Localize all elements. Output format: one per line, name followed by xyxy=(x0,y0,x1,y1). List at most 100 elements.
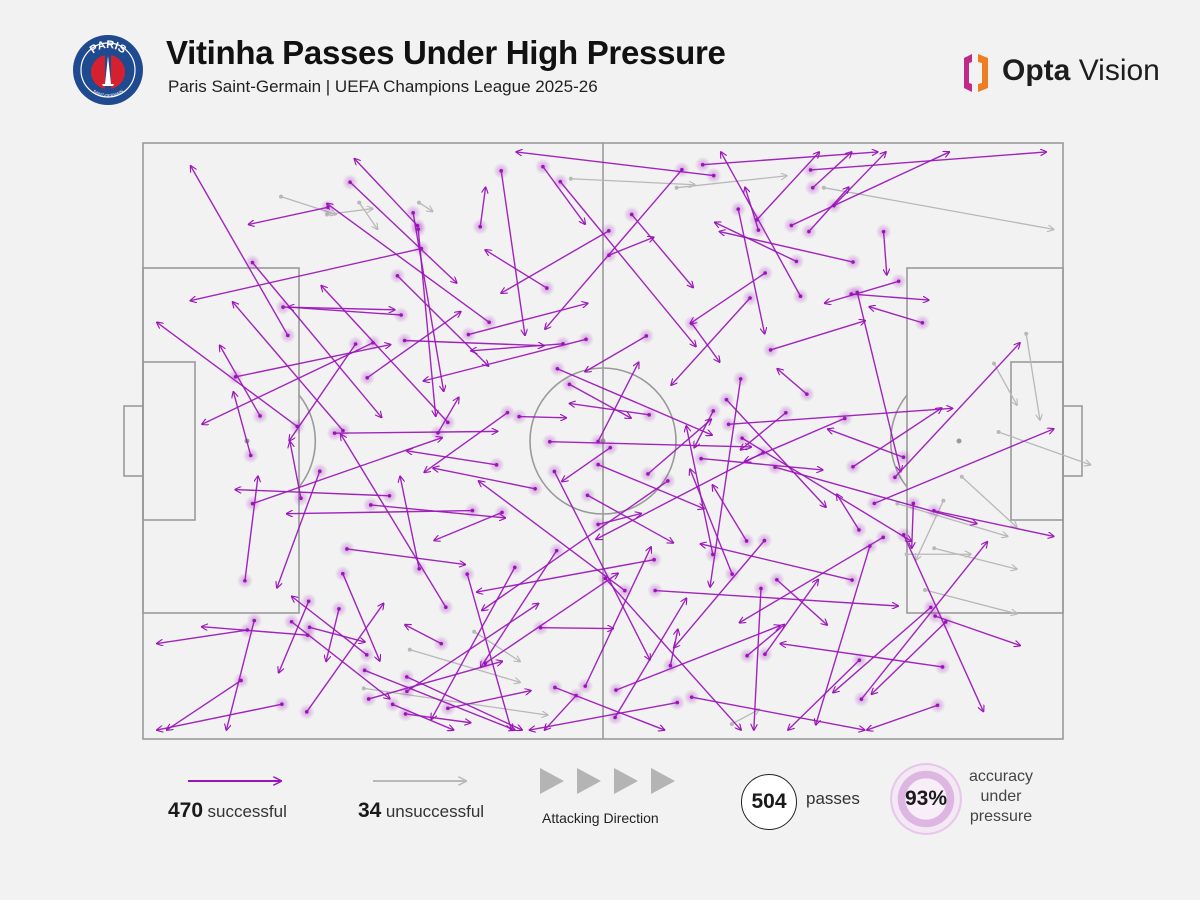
successful-pass-origin xyxy=(416,227,421,232)
successful-pass-origin xyxy=(533,486,537,491)
successful-pass-origin xyxy=(675,700,680,705)
successful-pass-origin xyxy=(647,413,651,417)
successful-pass-origin xyxy=(552,469,557,474)
eiffel-tower-icon xyxy=(102,56,114,86)
successful-pass-origin xyxy=(711,552,715,557)
successful-pass-arrow xyxy=(631,214,694,287)
successful-pass-arrow xyxy=(433,468,536,490)
successful-pass-arrow xyxy=(291,621,390,699)
successful-pass-arrow xyxy=(691,696,865,730)
successful-pass-origin xyxy=(281,305,285,309)
unsuccessful-pass-arrow xyxy=(570,178,695,185)
successful-pass-origin xyxy=(538,625,543,630)
unsuccessful-pass-arrow xyxy=(961,476,1017,528)
successful-pass-origin xyxy=(465,572,470,576)
unsuccessful-pass-origin xyxy=(1024,331,1029,336)
successful-pass-arrow xyxy=(406,676,522,730)
successful-pass-arrow xyxy=(501,230,610,293)
successful-pass-arrow xyxy=(933,510,1054,537)
direction-triangle-icon xyxy=(577,768,601,794)
successful-label: successful xyxy=(207,802,287,821)
unsuccessful-pass-origin xyxy=(407,647,412,652)
successful-pass-origin xyxy=(371,340,375,345)
chart-subtitle: Paris Saint-Germain | UEFA Champions Lea… xyxy=(168,77,598,96)
successful-pass-origin xyxy=(666,479,670,483)
successful-pass-arrow xyxy=(669,629,677,666)
successful-pass-arrow xyxy=(754,588,762,730)
successful-pass-arrow xyxy=(406,604,539,692)
unsuccessful-pass-arrow xyxy=(934,547,1017,569)
successful-pass-arrow xyxy=(478,481,626,592)
unsuccessful-pass-origin xyxy=(568,176,573,181)
successful-pass-arrow xyxy=(157,322,298,427)
successful-pass-arrow xyxy=(871,621,947,694)
successful-pass-origin xyxy=(763,652,767,656)
successful-pass-origin xyxy=(446,706,450,711)
successful-pass-arrow xyxy=(833,606,932,692)
successful-pass-origin xyxy=(446,420,450,425)
successful-pass-arrow xyxy=(884,231,887,275)
successful-pass-origin xyxy=(306,599,311,604)
successful-pass-arrow xyxy=(233,392,252,456)
successful-pass-arrow xyxy=(202,627,308,636)
successful-pass-arrow xyxy=(519,417,566,418)
successful-pass-arrow xyxy=(477,559,655,592)
successful-pass-origin xyxy=(345,547,349,551)
successful-pass-origin xyxy=(726,422,731,427)
successful-pass-origin xyxy=(881,535,885,540)
successful-pass-origin xyxy=(353,342,358,346)
successful-pass-origin xyxy=(583,684,588,688)
successful-pass-origin xyxy=(872,501,877,506)
successful-pass-arrow xyxy=(712,485,748,542)
successful-pass-origin xyxy=(555,366,560,371)
successful-pass-arrow xyxy=(479,187,485,227)
successful-pass-origin xyxy=(415,223,420,228)
successful-pass-arrow xyxy=(774,466,977,524)
passes-label: passes xyxy=(806,789,860,808)
successful-pass-arrow xyxy=(321,286,449,423)
direction-triangle-icon xyxy=(540,768,564,794)
successful-pass-origin xyxy=(807,229,811,234)
successful-pass-origin xyxy=(849,292,854,296)
successful-pass-origin xyxy=(740,436,744,440)
successful-pass-arrow xyxy=(791,152,949,227)
pass-map-chart xyxy=(123,142,1200,740)
successful-pass-arrow xyxy=(851,293,929,300)
successful-pass-origin xyxy=(775,577,779,582)
successful-pass-origin xyxy=(405,689,409,694)
successful-pass-arrow xyxy=(690,272,766,323)
successful-pass-arrow xyxy=(569,403,650,416)
successful-pass-origin xyxy=(466,332,471,337)
unsuccessful-pass-arrow xyxy=(676,176,787,189)
successful-pass-arrow xyxy=(808,187,849,232)
successful-pass-arrow xyxy=(655,589,898,607)
successful-pass-arrow xyxy=(327,203,490,323)
successful-pass-origin xyxy=(545,286,549,290)
successful-pass-origin xyxy=(850,578,854,582)
successful-pass-arrow xyxy=(725,399,826,508)
successful-pass-arrow xyxy=(686,426,714,555)
successful-pass-arrow xyxy=(326,608,340,662)
successful-pass-origin xyxy=(744,539,749,543)
successful-pass-arrow xyxy=(471,343,564,351)
successful-pass-origin xyxy=(613,715,617,720)
successful-pass-origin xyxy=(512,565,517,570)
unsuccessful-pass-origin xyxy=(904,552,909,557)
unsuccessful-pass-origin xyxy=(996,430,1001,435)
successful-pass-arrow xyxy=(191,166,289,336)
successful-pass-origin xyxy=(763,271,767,275)
successful-pass-arrow xyxy=(396,275,488,366)
successful-pass-arrow xyxy=(825,280,899,303)
successful-pass-origin xyxy=(436,431,440,435)
successful-pass-origin xyxy=(762,538,767,543)
chart-title: Vitinha Passes Under High Pressure xyxy=(166,34,726,71)
successful-pass-arrow xyxy=(437,397,459,434)
successful-pass-arrow xyxy=(788,659,860,730)
successful-pass-arrow xyxy=(405,713,471,723)
successful-pass-origin xyxy=(233,375,238,379)
successful-pass-origin xyxy=(798,294,803,299)
unsuccessful-pass-origin xyxy=(279,194,283,199)
successful-pass-arrow xyxy=(780,644,943,668)
successful-pass-arrow xyxy=(745,187,760,231)
successful-pass-origin xyxy=(857,528,861,532)
